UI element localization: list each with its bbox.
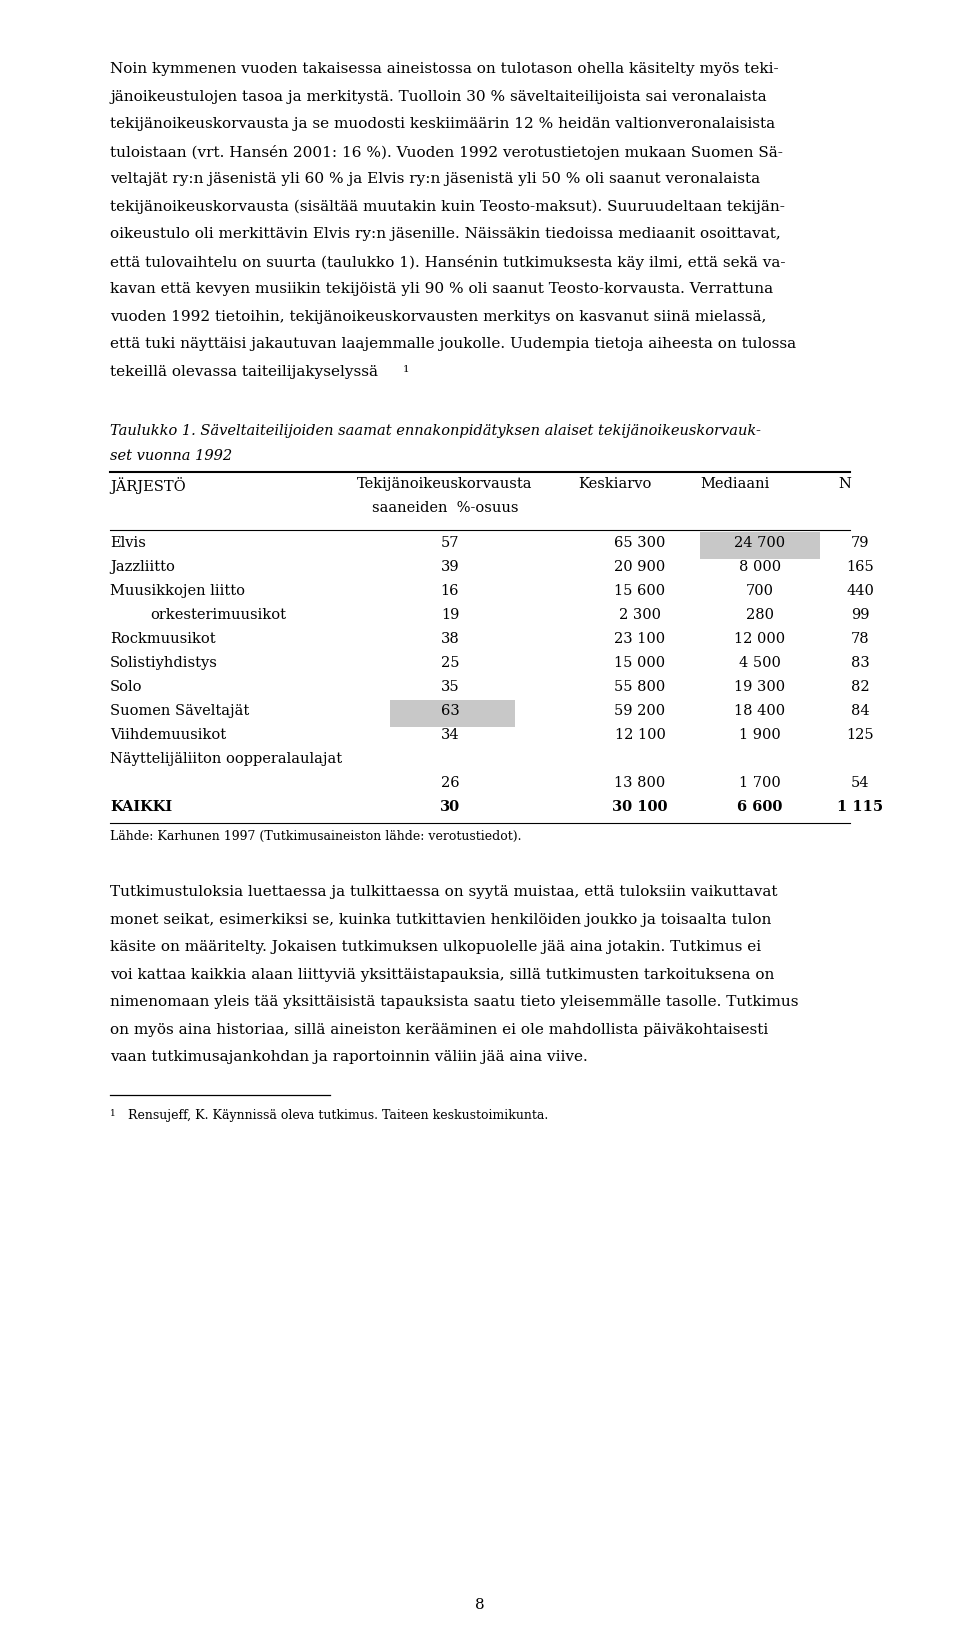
Text: 26: 26 (441, 775, 459, 790)
Text: 79: 79 (851, 535, 869, 550)
Text: Jazzliitto: Jazzliitto (110, 560, 175, 573)
Text: 1 700: 1 700 (739, 775, 780, 790)
Text: Muusikkojen liitto: Muusikkojen liitto (110, 583, 245, 597)
Text: Tekijänoikeuskorvausta: Tekijänoikeuskorvausta (357, 477, 533, 490)
Text: Keskiarvo: Keskiarvo (578, 477, 652, 490)
Text: että tuki näyttäisi jakautuvan laajemmalle joukolle. Uudempia tietoja aiheesta o: että tuki näyttäisi jakautuvan laajemmal… (110, 336, 796, 351)
Text: 34: 34 (441, 728, 459, 741)
Text: 19: 19 (441, 607, 459, 622)
Text: 30 100: 30 100 (612, 800, 668, 813)
Text: nimenomaan yleis tää yksittäisistä tapauksista saatu tieto yleisemmälle tasolle.: nimenomaan yleis tää yksittäisistä tapau… (110, 994, 799, 1009)
Text: Noin kymmenen vuoden takaisessa aineistossa on tulotason ohella käsitelty myös t: Noin kymmenen vuoden takaisessa aineisto… (110, 62, 779, 77)
Text: veltajät ry:n jäsenistä yli 60 % ja Elvis ry:n jäsenistä yli 50 % oli saanut ver: veltajät ry:n jäsenistä yli 60 % ja Elvi… (110, 171, 760, 186)
Text: set vuonna 1992: set vuonna 1992 (110, 449, 232, 463)
Text: 54: 54 (851, 775, 869, 790)
Text: Suomen Säveltajät: Suomen Säveltajät (110, 703, 250, 716)
Text: 6 600: 6 600 (737, 800, 782, 813)
Text: 39: 39 (441, 560, 459, 573)
Text: 16: 16 (441, 583, 459, 597)
Text: KAIKKI: KAIKKI (110, 800, 172, 813)
Text: 83: 83 (851, 656, 870, 669)
Text: saaneiden  %-osuus: saaneiden %-osuus (372, 501, 518, 514)
Text: N: N (839, 477, 852, 490)
Text: 1 115: 1 115 (837, 800, 883, 813)
Text: 125: 125 (846, 728, 874, 741)
Text: 440: 440 (846, 583, 874, 597)
Text: 13 800: 13 800 (614, 775, 665, 790)
Bar (390, 700, 515, 728)
Text: 57: 57 (441, 535, 459, 550)
Text: Viihdemuusikot: Viihdemuusikot (110, 728, 227, 741)
Text: 20 900: 20 900 (614, 560, 665, 573)
Text: voi kattaa kaikkia alaan liittyviä yksittäistapauksia, sillä tutkimusten tarkoit: voi kattaa kaikkia alaan liittyviä yksit… (110, 966, 775, 981)
Text: että tulovaihtelu on suurta (taulukko 1). Hansénin tutkimuksesta käy ilmi, että : että tulovaihtelu on suurta (taulukko 1)… (110, 255, 785, 269)
Text: Taulukko 1. Säveltaiteilijoiden saamat ennakonpidätyksen alaiset tekijänoikeusko: Taulukko 1. Säveltaiteilijoiden saamat e… (110, 424, 761, 437)
Text: 55 800: 55 800 (614, 679, 665, 694)
Text: tekijänoikeuskorvausta (sisältää muutakin kuin Teosto-maksut). Suuruudeltaan tek: tekijänoikeuskorvausta (sisältää muutaki… (110, 199, 785, 214)
Bar (700, 532, 820, 560)
Text: 65 300: 65 300 (614, 535, 665, 550)
Text: 25: 25 (441, 656, 459, 669)
Text: Elvis: Elvis (110, 535, 146, 550)
Text: Mediaani: Mediaani (700, 477, 770, 490)
Text: 1: 1 (403, 364, 410, 374)
Text: 12 000: 12 000 (734, 632, 785, 645)
Text: 84: 84 (851, 703, 870, 716)
Text: 18 400: 18 400 (734, 703, 785, 716)
Text: 700: 700 (746, 583, 774, 597)
Text: Rensujeff, K. Käynnissä oleva tutkimus. Taiteen keskustoimikunta.: Rensujeff, K. Käynnissä oleva tutkimus. … (124, 1108, 548, 1121)
Text: 30: 30 (440, 800, 460, 813)
Text: 23 100: 23 100 (614, 632, 665, 645)
Text: Rockmuusikot: Rockmuusikot (110, 632, 216, 645)
Text: 15 000: 15 000 (614, 656, 665, 669)
Text: 165: 165 (846, 560, 874, 573)
Text: tekijänoikeuskorvausta ja se muodosti keskiimäärin 12 % heidän valtionveronalais: tekijänoikeuskorvausta ja se muodosti ke… (110, 118, 775, 131)
Text: 1: 1 (110, 1108, 116, 1116)
Text: 8 000: 8 000 (739, 560, 781, 573)
Text: 12 100: 12 100 (614, 728, 665, 741)
Text: vuoden 1992 tietoihin, tekijänoikeuskorvausten merkitys on kasvanut siinä mielas: vuoden 1992 tietoihin, tekijänoikeuskorv… (110, 310, 766, 323)
Text: 280: 280 (746, 607, 774, 622)
Text: 78: 78 (851, 632, 870, 645)
Text: JÄRJESTÖ: JÄRJESTÖ (110, 477, 185, 493)
Text: tekeillä olevassa taiteilijakyselyssä: tekeillä olevassa taiteilijakyselyssä (110, 364, 378, 379)
Text: 2 300: 2 300 (619, 607, 661, 622)
Text: 99: 99 (851, 607, 869, 622)
Text: 1 900: 1 900 (739, 728, 780, 741)
Text: jänoikeustulojen tasoa ja merkitystä. Tuolloin 30 % säveltaiteilijoista sai vero: jänoikeustulojen tasoa ja merkitystä. Tu… (110, 90, 767, 103)
Text: käsite on määritelty. Jokaisen tutkimuksen ulkopuolelle jää aina jotakin. Tutkim: käsite on määritelty. Jokaisen tutkimuks… (110, 940, 761, 953)
Text: Näyttelijäliiton oopperalaulajat: Näyttelijäliiton oopperalaulajat (110, 751, 342, 765)
Text: 35: 35 (441, 679, 459, 694)
Text: 63: 63 (441, 703, 460, 716)
Text: 19 300: 19 300 (734, 679, 785, 694)
Text: 15 600: 15 600 (614, 583, 665, 597)
Text: 4 500: 4 500 (739, 656, 780, 669)
Text: on myös aina historiaa, sillä aineiston kerääminen ei ole mahdollista päiväkohta: on myös aina historiaa, sillä aineiston … (110, 1022, 768, 1036)
Text: 59 200: 59 200 (614, 703, 665, 716)
Text: Tutkimustuloksia luettaessa ja tulkittaessa on syytä muistaa, että tuloksiin vai: Tutkimustuloksia luettaessa ja tulkittae… (110, 885, 778, 899)
Text: kavan että kevyen musiikin tekijöistä yli 90 % oli saanut Teosto-korvausta. Verr: kavan että kevyen musiikin tekijöistä yl… (110, 282, 773, 295)
Text: 24 700: 24 700 (734, 535, 785, 550)
Text: Solistiyhdistys: Solistiyhdistys (110, 656, 218, 669)
Text: Lähde: Karhunen 1997 (Tutkimusaineiston lähde: verotustiedot).: Lähde: Karhunen 1997 (Tutkimusaineiston … (110, 829, 521, 842)
Text: 8: 8 (475, 1598, 485, 1611)
Text: oikeustulo oli merkittävin Elvis ry:n jäsenille. Näissäkin tiedoissa mediaanit o: oikeustulo oli merkittävin Elvis ry:n jä… (110, 227, 780, 242)
Text: vaan tutkimusajankohdan ja raportoinnin väliin jää aina viive.: vaan tutkimusajankohdan ja raportoinnin … (110, 1049, 588, 1064)
Text: 38: 38 (441, 632, 460, 645)
Text: tuloistaan (vrt. Hansén 2001: 16 %). Vuoden 1992 verotustietojen mukaan Suomen S: tuloistaan (vrt. Hansén 2001: 16 %). Vuo… (110, 144, 782, 160)
Text: orkesterimuusikot: orkesterimuusikot (150, 607, 286, 622)
Text: Solo: Solo (110, 679, 142, 694)
Text: 82: 82 (851, 679, 870, 694)
Text: monet seikat, esimerkiksi se, kuinka tutkittavien henkilöiden joukko ja toisaalt: monet seikat, esimerkiksi se, kuinka tut… (110, 912, 772, 925)
